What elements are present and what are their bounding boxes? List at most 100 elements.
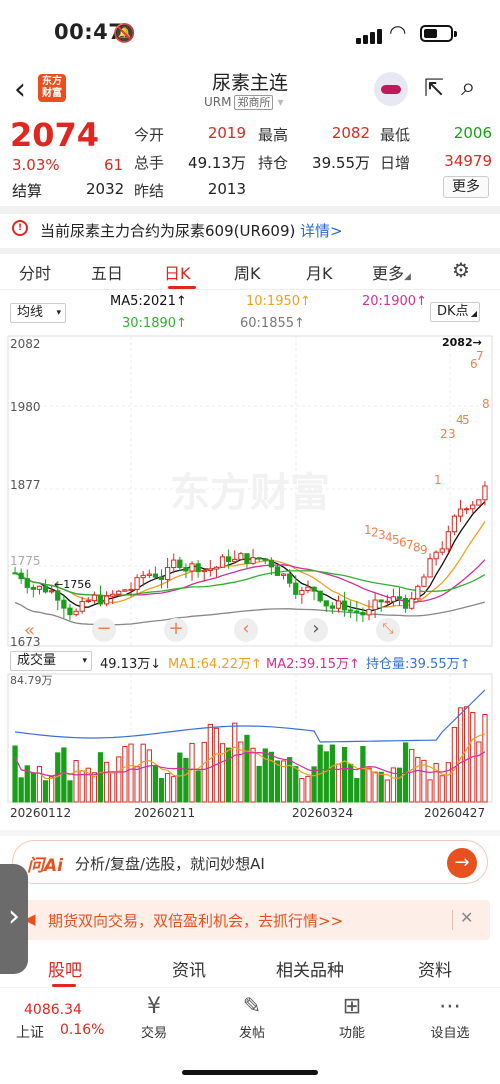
volume-bar [280,760,287,803]
volume-chart[interactable]: 84.79万 20260112 20260211 20260324 202604… [0,672,500,832]
arrow-right-icon[interactable]: → [447,848,477,878]
volume-indicator-label: 成交量 [17,653,57,668]
candle [476,499,482,506]
zoom-in-button[interactable]: + [164,618,188,642]
low-label: 最低 [380,126,411,144]
dock-post-button[interactable]: ✎ 发帖 [222,994,282,1041]
candle [42,585,49,593]
avatar[interactable] [374,72,408,106]
candle [67,607,73,616]
code-text: URM [204,95,232,109]
dk-sequence-number: 6 [399,536,407,550]
vol-ma1: MA1:64.22万↑ [168,657,262,672]
tab-profile[interactable]: 资料 [418,961,452,981]
candle [49,590,55,593]
vol-oi: 持仓量:39.55万↑ [366,657,471,672]
tab-monthly-k[interactable]: 月K [306,264,333,283]
side-drawer-handle[interactable]: › [0,864,28,974]
volume-bar [250,747,256,803]
dock-trade-button[interactable]: ¥ 交易 [124,994,184,1041]
content-tabs: 股吧 资讯 相关品种 资料 [0,952,500,988]
volume-bar [146,749,152,803]
ai-assistant-bar[interactable]: 问Ai 分析/复盘/选股，就问妙想AI → [12,840,488,884]
candle [451,515,458,533]
candle [268,559,274,568]
page-title: 尿素主连 [211,72,288,94]
candle [409,598,415,609]
volume-bar [49,776,55,803]
tab-intraday[interactable]: 分时 [19,264,52,283]
oi-change-label: 日增 [380,154,411,172]
volume-bar [439,775,445,803]
oi-change-value: 34979 [444,152,492,170]
volume-bar [409,748,415,803]
tab-guba[interactable]: 股吧 [48,961,82,981]
candle [317,590,323,602]
tab-related[interactable]: 相关品种 [276,961,344,981]
notice-text: 当前尿素主力合约为尿素609(UR609) [40,222,296,240]
dock-watchlist-button[interactable]: ⋯ 设自选 [420,994,480,1041]
battery-icon [420,25,457,42]
volume-bar [219,743,226,803]
candle [378,599,384,603]
dk-sequence-number: 8 [482,397,490,411]
volume-bar [61,747,67,803]
volume-bar [85,767,91,803]
rewind-icon[interactable]: « [24,620,36,641]
settle-value: 2032 [86,180,125,198]
candle [195,563,201,573]
status-bar: 00:47 🔕 ◠ [0,0,500,66]
period-tabs: 分时 五日 日K 周K 月K 更多◢ ⚙ [0,254,500,290]
dock-function-button[interactable]: ⊞ 功能 [322,994,382,1041]
back-icon[interactable]: ‹ [14,72,26,107]
tab-more[interactable]: 更多◢ [372,264,411,283]
volume-legend: 成交量 ▾ 49.13万↓ MA1:64.22万↑ MA2:39.15万↑ 持仓量… [0,651,500,673]
candle [134,577,140,590]
tab-daily-k[interactable]: 日K [164,264,191,283]
volume-indicator-select[interactable]: 成交量 ▾ [10,651,92,671]
close-icon[interactable]: ✕ [460,908,474,927]
dk-point-select[interactable]: DK点 ◢ [430,302,480,322]
candle [482,485,488,501]
promo-banner[interactable]: ◀ 期货双向交易，双倍盈利机会，去抓行情>> ✕ [12,900,490,940]
watermark: 东方财富 [170,470,330,516]
candle [183,567,189,572]
fullscreen-button[interactable]: ⤡ [376,618,400,642]
tab-weekly-k[interactable]: 周K [234,264,261,283]
prev-button[interactable]: ‹ [234,618,258,642]
ma5-value: MA5:2021↑ [110,294,187,309]
home-indicator [182,1070,318,1075]
date-label-4: 20260427 [424,806,485,820]
gear-icon[interactable]: ⚙ [452,258,470,282]
high-value: 2082 [331,124,370,142]
dk-sequence-number: 4 [456,413,464,427]
next-button[interactable]: › [304,618,328,642]
yen-icon: ¥ [147,994,161,1019]
share-icon[interactable]: ⇱ [424,74,445,102]
low-marker: ←1756 [54,578,91,591]
kline-chart[interactable]: 东方财富 2082 1980 1877 1775 1673 2082→ ←175… [0,334,500,652]
index-value[interactable]: 4086.34 [24,1002,82,1018]
volume-label: 总手 [134,154,165,172]
dk-sequence-number: 5 [462,413,470,427]
search-icon[interactable]: ⌕ [461,72,476,102]
candle [177,559,183,569]
candle [140,574,146,579]
candle [250,557,256,564]
tab-5day[interactable]: 五日 [91,264,124,283]
dk-sequence-number: 1 [434,473,442,487]
indicator-select[interactable]: 均线 ▾ [10,303,66,323]
candle [103,595,110,605]
volume-bar [122,746,128,803]
notice-bar[interactable]: ! 当前尿素主力合约为尿素609(UR609) 详情> [0,214,500,248]
volume-bar [195,770,201,803]
candle [311,586,317,592]
candle [293,582,299,595]
volume-bar [42,780,49,803]
more-button[interactable]: 更多 [443,176,489,198]
contract-code[interactable]: URM 郑商所 ▾ [204,94,284,110]
zoom-out-button[interactable]: − [92,618,116,642]
ma60-value: 60:1855↑ [240,316,305,331]
tab-news[interactable]: 资讯 [172,961,206,981]
notice-detail-link[interactable]: 详情> [300,222,343,240]
